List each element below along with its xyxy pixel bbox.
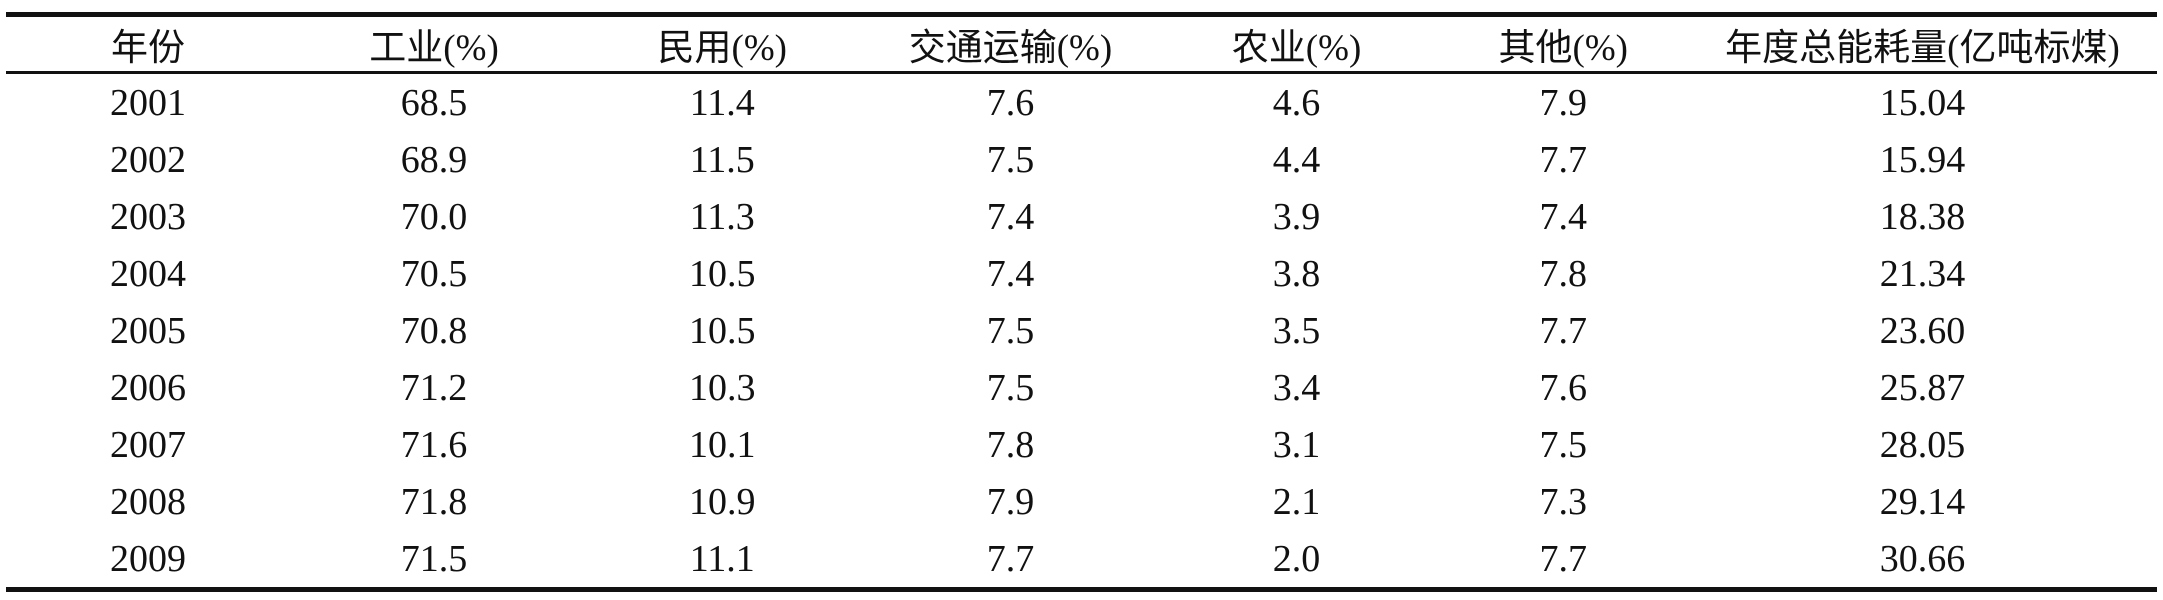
value-cell: 70.0 [400,195,468,238]
year-cell: 2004 [109,252,186,295]
value-cell: 23.60 [1879,309,1966,352]
year-cell: 2005 [109,309,186,352]
value-cell: 70.8 [400,309,468,352]
value-cell: 3.9 [1272,195,1321,238]
value-cell: 2.1 [1272,480,1321,523]
value-cell: 11.5 [689,138,755,181]
value-cell: 30.66 [1879,537,1966,580]
value-cell: 7.4 [986,195,1035,238]
value-cell: 71.8 [400,480,468,523]
value-cell: 3.1 [1272,423,1321,466]
value-cell: 68.9 [400,138,468,181]
year-cell: 2001 [109,81,186,124]
year-cell: 2008 [109,480,186,523]
value-cell: 10.5 [689,252,756,295]
value-cell: 7.5 [986,138,1035,181]
value-cell: 3.4 [1272,366,1321,409]
value-cell: 7.6 [1539,366,1588,409]
value-cell: 21.34 [1879,252,1966,295]
value-cell: 7.4 [1539,195,1588,238]
column-header-6: 年度总能耗量(亿吨标煤) [1725,28,2120,69]
table-header: 年份 工业(%) 民用(%) 交通运输(%) 农业(%) 其他(%) 年度总能耗量(亿吨标煤… [6,14,2157,73]
year-cell: 2006 [109,366,186,409]
table-row: 2005 70.8 10.5 7.5 3.5 7.7 23.60 [6,302,2157,359]
value-cell: 7.6 [986,81,1035,124]
value-cell: 15.04 [1879,81,1966,124]
value-cell: 18.38 [1879,195,1966,238]
value-cell: 7.9 [986,480,1035,523]
value-cell: 10.3 [689,366,756,409]
value-cell: 68.5 [400,81,468,124]
value-cell: 11.4 [689,81,755,124]
value-cell: 4.6 [1272,81,1321,124]
value-cell: 7.9 [1539,81,1588,124]
value-cell: 11.3 [689,195,755,238]
table-row: 2003 70.0 11.3 7.4 3.9 7.4 18.38 [6,188,2157,245]
table-body: 2001 68.5 11.4 7.6 4.6 7.9 15.04 2002 68.9 11.5 7.… [6,73,2157,590]
table-row: 2004 70.5 10.5 7.4 3.8 7.8 21.34 [6,245,2157,302]
value-cell: 7.5 [986,366,1035,409]
column-header-0: 年份 [110,28,185,69]
value-cell: 10.5 [689,309,756,352]
table-row: 2007 71.6 10.1 7.8 3.1 7.5 28.05 [6,416,2157,473]
year-cell: 2007 [109,423,186,466]
value-cell: 7.5 [1539,423,1588,466]
value-cell: 70.5 [400,252,468,295]
value-cell: 3.5 [1272,309,1321,352]
table-row: 2001 68.5 11.4 7.6 4.6 7.9 15.04 [6,73,2157,132]
value-cell: 28.05 [1879,423,1966,466]
value-cell: 2.0 [1272,537,1321,580]
value-cell: 11.1 [689,537,755,580]
column-header-5: 其他(%) [1498,28,1628,69]
value-cell: 7.7 [986,537,1035,580]
value-cell: 25.87 [1879,366,1966,409]
value-cell: 7.7 [1539,309,1588,352]
value-cell: 7.8 [986,423,1035,466]
table-row: 2008 71.8 10.9 7.9 2.1 7.3 29.14 [6,473,2157,530]
year-cell: 2002 [109,138,186,181]
value-cell: 7.4 [986,252,1035,295]
table-row: 2009 71.5 11.1 7.7 2.0 7.7 30.66 [6,530,2157,590]
year-cell: 2003 [109,195,186,238]
value-cell: 71.2 [400,366,468,409]
value-cell: 15.94 [1879,138,1966,181]
value-cell: 7.7 [1539,537,1588,580]
value-cell: 3.8 [1272,252,1321,295]
value-cell: 29.14 [1879,480,1966,523]
table-row: 2006 71.2 10.3 7.5 3.4 7.6 25.87 [6,359,2157,416]
value-cell: 7.5 [986,309,1035,352]
value-cell: 10.9 [689,480,756,523]
column-header-2: 民用(%) [657,28,787,69]
value-cell: 7.8 [1539,252,1588,295]
value-cell: 4.4 [1272,138,1321,181]
table-header-row: 年份 工业(%) 民用(%) 交通运输(%) 农业(%) 其他(%) 年度总能耗量(亿吨标煤… [6,14,2157,73]
table-row: 2002 68.9 11.5 7.5 4.4 7.7 15.94 [6,131,2157,188]
value-cell: 71.6 [400,423,468,466]
value-cell: 71.5 [400,537,468,580]
value-cell: 10.1 [689,423,756,466]
column-header-3: 交通运输(%) [908,28,1113,69]
column-header-4: 农业(%) [1231,28,1362,69]
value-cell: 7.7 [1539,138,1588,181]
energy-consumption-table: 年份 工业(%) 民用(%) 交通运输(%) 农业(%) 其他(%) 年度总能耗量(亿吨标煤… [6,12,2157,592]
value-cell: 7.3 [1539,480,1588,523]
column-header-1: 工业(%) [369,28,499,69]
year-cell: 2009 [109,537,186,580]
